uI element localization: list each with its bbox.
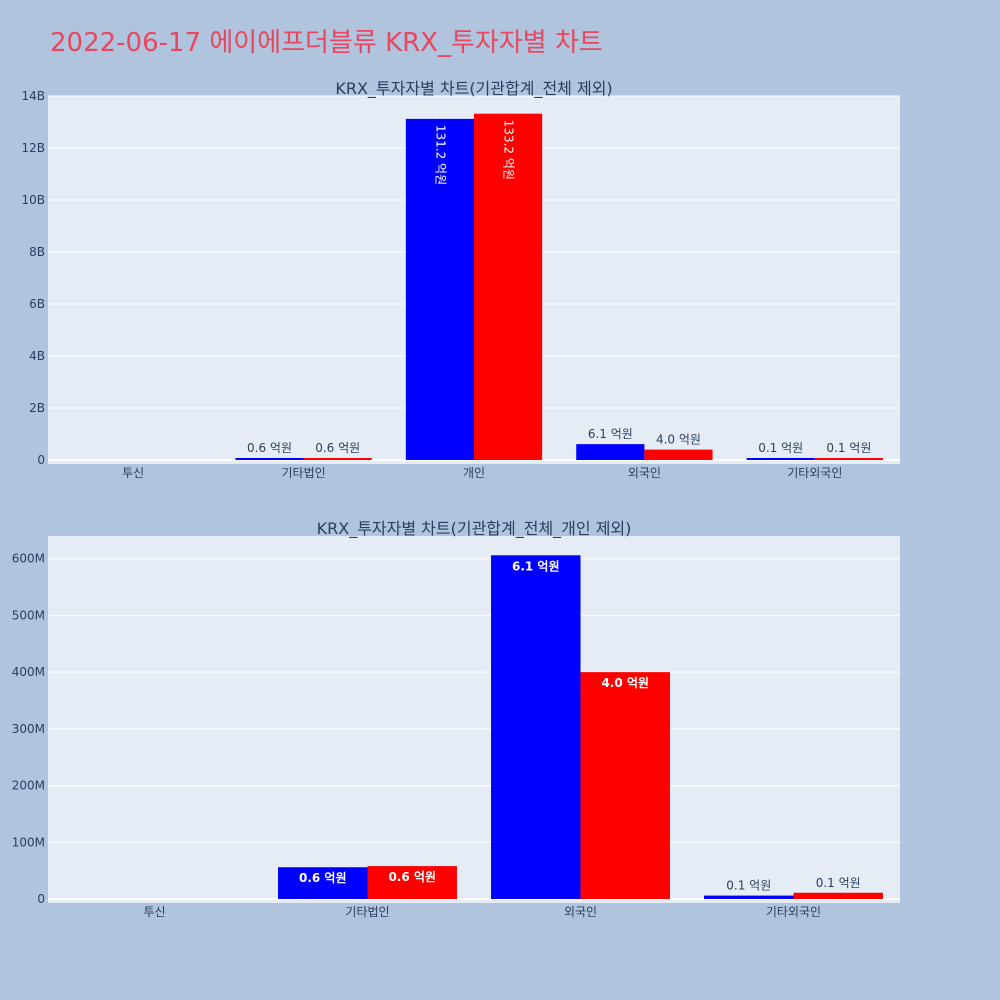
bar (367, 866, 457, 899)
y-tick-label: 500M (12, 608, 45, 622)
y-tick-label: 200M (12, 779, 45, 793)
x-tick-label: 투신 (143, 905, 165, 919)
bar (704, 895, 794, 899)
chart-bottom: 0 100M 200M 300M 400M 500M 600M KRX_투자자별 차트(기관합… (12, 519, 900, 919)
bar (644, 449, 713, 460)
plot-area (48, 536, 900, 903)
y-tick-label: 14B (21, 89, 45, 103)
y-tick-label: 10B (21, 193, 45, 207)
x-tick-label: 기타외국인 (787, 466, 842, 480)
bar (278, 867, 368, 899)
y-tick-label: 300M (12, 722, 45, 736)
bar (405, 118, 474, 460)
bar (746, 458, 815, 460)
bar (235, 458, 304, 460)
data-label: 0.6 억원 (315, 441, 360, 455)
bar (303, 458, 372, 460)
data-label: 0.1 억원 (758, 441, 803, 455)
data-label: 0.6 억원 (299, 871, 347, 885)
data-label: 6.1 억원 (588, 427, 633, 441)
data-label: 6.1 억원 (512, 559, 560, 573)
x-tick-label: 외국인 (628, 466, 661, 480)
y-tick-label: 0 (37, 892, 45, 906)
y-tick-label: 4B (29, 349, 45, 363)
bar (576, 444, 645, 460)
y-tick-label: 12B (21, 141, 45, 155)
x-tick-label: 기타법인 (345, 905, 389, 919)
y-tick-label: 8B (29, 245, 45, 259)
bar (580, 672, 670, 899)
data-label: 0.6 억원 (388, 870, 436, 884)
x-tick-label: 기타외국인 (766, 905, 821, 919)
data-label: 0.6 억원 (247, 441, 292, 455)
bar (793, 892, 883, 899)
data-label: 0.1 억원 (726, 879, 771, 893)
y-tick-label: 2B (29, 401, 45, 415)
x-tick-label: 투신 (122, 466, 144, 480)
x-tick-label: 개인 (463, 466, 485, 480)
chart-title: KRX_투자자별 차트(기관합계_전체 제외) (335, 79, 612, 99)
chart-title: KRX_투자자별 차트(기관합계_전체_개인 제외) (317, 519, 632, 539)
chart-top: 0 2B 4B 6B 8B 10B 12B 14B KRX_투자자별 차트(기관합계_전체 제외… (21, 79, 900, 480)
bar (491, 555, 581, 899)
data-label: 133.2 억원 (502, 120, 516, 180)
bar (474, 113, 543, 461)
data-label: 131.2 억원 (433, 125, 447, 185)
y-tick-label: 600M (12, 552, 45, 566)
data-label: 0.1 억원 (816, 876, 861, 890)
data-label: 4.0 억원 (601, 676, 649, 690)
y-tick-label: 100M (12, 835, 45, 849)
x-tick-label: 기타법인 (282, 466, 326, 480)
y-tick-label: 0 (37, 453, 45, 467)
bar (814, 458, 883, 460)
x-tick-label: 외국인 (564, 905, 597, 919)
data-label: 4.0 억원 (656, 433, 701, 447)
y-tick-label: 6B (29, 297, 45, 311)
page-title: 2022-06-17 에이에프더블류 KRX_투자자별 차트 (50, 28, 603, 58)
y-tick-label: 400M (12, 665, 45, 679)
data-label: 0.1 억원 (826, 441, 871, 455)
